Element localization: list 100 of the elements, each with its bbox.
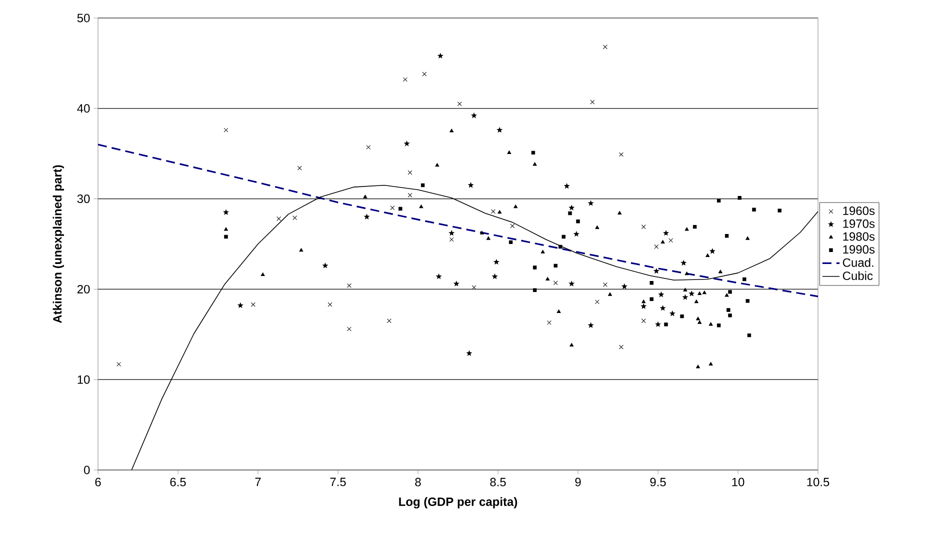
point — [436, 273, 442, 280]
point — [738, 196, 742, 200]
point — [562, 234, 566, 239]
point — [402, 77, 408, 82]
point — [669, 310, 676, 316]
point — [746, 299, 750, 303]
x-tick-label: 8 — [415, 478, 421, 486]
point — [706, 254, 710, 257]
point — [568, 280, 575, 286]
point — [408, 170, 412, 175]
point — [747, 333, 752, 338]
point — [420, 183, 425, 188]
point — [716, 324, 721, 328]
point — [546, 277, 550, 281]
point — [662, 230, 670, 236]
x-axis-title: Log (GDP per capita) — [399, 497, 518, 508]
point — [364, 214, 370, 220]
point — [650, 281, 654, 285]
point — [540, 250, 545, 254]
point — [742, 277, 746, 282]
point — [468, 182, 474, 188]
point — [292, 216, 298, 220]
point — [708, 322, 713, 326]
point — [573, 230, 580, 237]
point — [654, 244, 659, 249]
point — [618, 344, 624, 350]
point — [496, 126, 503, 133]
point — [510, 224, 515, 228]
point — [116, 362, 122, 366]
point — [222, 209, 230, 215]
point — [680, 260, 687, 266]
point — [570, 343, 574, 346]
point — [449, 237, 454, 242]
point — [694, 300, 698, 304]
point — [728, 314, 732, 318]
point — [653, 268, 660, 274]
point — [688, 290, 695, 296]
point — [658, 291, 664, 298]
point — [618, 152, 624, 157]
point — [276, 216, 282, 221]
point — [698, 320, 702, 324]
point — [641, 318, 646, 324]
point — [260, 272, 265, 276]
point — [683, 288, 688, 292]
point — [546, 320, 552, 325]
point — [660, 304, 666, 311]
point — [594, 300, 600, 304]
point — [556, 310, 561, 314]
point — [696, 364, 700, 368]
point — [553, 280, 558, 286]
point — [480, 230, 484, 234]
point — [618, 211, 622, 215]
point — [602, 282, 608, 287]
point — [684, 272, 689, 276]
point — [708, 362, 713, 366]
point — [576, 220, 580, 224]
point — [608, 292, 612, 296]
point — [457, 102, 462, 106]
point — [514, 204, 518, 208]
point — [453, 280, 460, 286]
y-axis-title: Atkinson (unexplained part) — [52, 165, 64, 324]
point — [448, 230, 455, 236]
point — [437, 52, 444, 59]
point — [716, 198, 721, 202]
point — [752, 208, 756, 212]
point — [386, 318, 392, 324]
point — [224, 227, 228, 231]
point — [728, 290, 732, 294]
point — [297, 166, 302, 170]
point — [486, 236, 490, 240]
point — [470, 112, 478, 118]
legend-label: 1970s — [843, 219, 875, 228]
point — [602, 44, 608, 50]
x-tick-label: 7.5 — [330, 478, 346, 486]
x-tick-label: 9 — [575, 478, 581, 486]
point — [554, 264, 558, 268]
point — [654, 321, 662, 328]
point — [698, 291, 702, 295]
point — [322, 262, 328, 268]
point — [390, 206, 395, 210]
point — [642, 300, 646, 304]
x-tick-label: 6 — [95, 478, 101, 486]
y-tick-label: 0 — [84, 466, 90, 474]
point — [404, 140, 410, 146]
point — [508, 240, 513, 244]
point — [363, 194, 368, 198]
point — [664, 322, 668, 326]
point — [435, 163, 440, 167]
point — [224, 128, 228, 132]
point — [498, 210, 502, 214]
point — [650, 297, 654, 301]
point — [299, 248, 304, 252]
x-tick-label: 8.5 — [490, 478, 506, 486]
point — [346, 283, 352, 288]
point — [568, 204, 575, 210]
y-tick-label: 40 — [77, 104, 90, 113]
point — [398, 206, 402, 211]
point — [346, 326, 352, 332]
point — [640, 303, 647, 309]
legend-label: 1960s — [843, 206, 875, 216]
